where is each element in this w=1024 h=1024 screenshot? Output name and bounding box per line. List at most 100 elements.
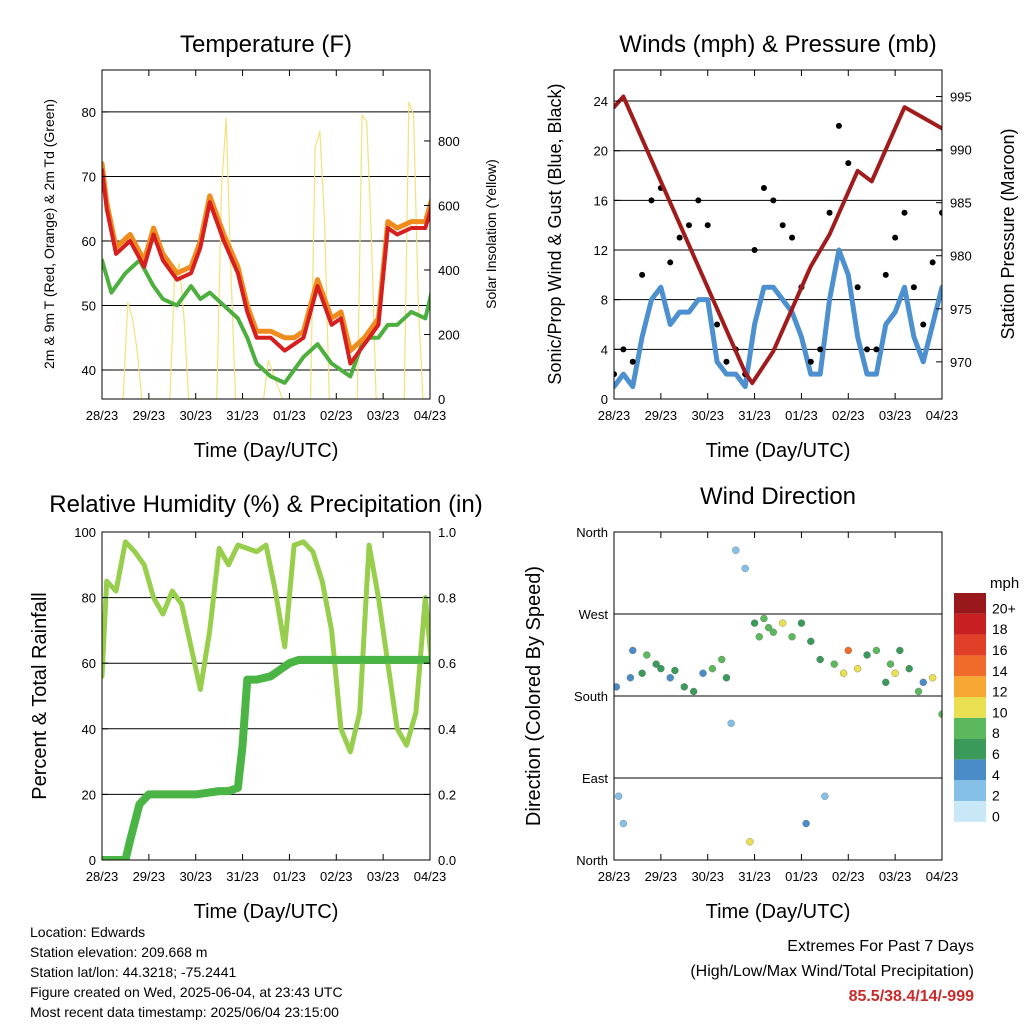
temp-2m-series [102,167,430,366]
winds-plot-frame [613,69,943,400]
elevation-text: Station elevation: 209.668 m [30,944,208,960]
speed-colorbar: mph 0 2 4 6 8 10 12 14 16 18 20+ [954,575,1019,824]
x-tick-label: 01/23 [273,408,306,423]
precip-series [102,655,430,860]
y-right-tick-label: 980 [950,249,972,264]
direction-point [807,637,815,645]
humidity-title: Relative Humidity (%) & Precipitation (i… [49,491,482,518]
gust-point [986,197,992,203]
temperature-plot-frame [101,69,431,400]
y-right-tick-label: 600 [438,198,460,213]
x-tick-label: 28/23 [598,869,631,884]
direction-point [708,665,717,673]
direction-point [919,678,927,686]
y-right-tick-label: 0.8 [438,591,456,606]
y-tick-label: 70 [82,169,96,184]
x-tick-label: 04/23 [414,869,447,884]
winds-y-label: Sonic/Prop Wind & Gust (Blue, Black) [545,83,565,384]
y-right-tick-label: 985 [950,196,972,211]
direction-point [928,674,937,682]
y-right-tick-label: 800 [438,134,460,149]
x-tick-label: 29/23 [645,408,678,423]
direction-point [657,665,665,673]
winds-title: Winds (mph) & Pressure (mb) [619,31,936,58]
wind-series [614,247,942,390]
y-right-tick-label: 0.2 [438,787,456,802]
colorbar-swatch [954,738,986,760]
y-tick-label: 100 [74,525,96,540]
direction-point [629,646,637,655]
gust-point [967,185,973,191]
direction-point [626,674,635,682]
y-right-tick-label: 200 [438,327,460,342]
station-info: Location: Edwards Station elevation: 209… [30,922,343,1022]
direction-point [905,665,913,673]
x-tick-label: 01/23 [785,869,818,884]
y-tick-label: 0 [89,853,96,868]
gust-point [629,358,636,365]
direction-point [854,665,862,673]
y-tick-label: 80 [82,105,96,120]
gust-point [854,284,861,291]
direction-y-label: Direction (Colored By Speed) [523,566,545,826]
direction-point [760,614,768,623]
gust-point [620,346,627,353]
x-tick-label: 03/23 [879,869,912,884]
direction-point [750,619,759,627]
gust-point [614,371,617,378]
y-tick-label: 12 [594,243,608,258]
x-tick-label: 02/23 [320,408,353,423]
y-right-tick-label: 0 [438,392,445,407]
y-tick-label: 40 [82,722,96,737]
gust-point [948,222,954,228]
direction-point [839,669,848,677]
direction-point [732,546,740,554]
y-right-tick-label: 400 [438,263,460,278]
direction-point [699,669,707,677]
gust-point [807,358,814,365]
direction-point [886,660,895,668]
x-tick-label: 31/23 [738,869,771,884]
direction-point [891,669,899,677]
direction-point [690,687,698,696]
gust-point [751,247,758,254]
colorbar-label: 18 [992,621,1008,637]
gust-point [826,209,833,216]
y-tick-label: 40 [82,363,96,378]
y-tick-label: 24 [594,94,608,109]
y-right-tick-label: 0.6 [438,656,456,671]
colorbar-swatch [954,780,986,801]
y-tick-label: 60 [82,656,96,671]
humidity-x-label: Time (Day/UTC) [194,901,339,923]
direction-point [680,683,688,691]
colorbar-swatch [954,613,986,635]
direction-point [788,633,796,641]
direction-point [619,819,628,828]
direction-point [614,683,620,691]
extremes-title: Extremes For Past 7 Days [787,938,974,955]
winds-panel: Winds (mph) & Pressure (mb) 28/23 29/23 30… [545,31,1018,462]
x-tick-label: 31/23 [738,408,771,423]
colorbar-title: mph [990,575,1019,592]
direction-point [816,655,824,664]
gust-point [667,259,674,266]
direction-point [938,710,942,718]
temperature-panel: Temperature (F) 28/23 29/23 30/23 31/23 01/2… [41,31,499,462]
temperature-x-label: Time (Day/UTC) [194,440,339,462]
solar-series [122,101,430,399]
colorbar-label: 14 [992,663,1008,679]
direction-point [863,651,871,659]
direction-point [615,792,623,800]
dewpoint-series [102,258,430,385]
gust-point [939,209,942,216]
gust-point [835,122,842,129]
temperature-y-label: 2m & 9m T (Red, Orange) & 2m Td (Green) [41,99,57,369]
x-tick-label: 29/23 [645,869,678,884]
direction-point [741,564,749,573]
y-tick-label: 4 [601,342,608,357]
direction-point [830,660,838,668]
gust-point [864,346,871,353]
x-tick-label: 28/23 [86,869,119,884]
x-tick-label: 02/23 [832,869,865,884]
extremes-box: Extremes For Past 7 Days (High/Low/Max W… [690,934,974,1009]
